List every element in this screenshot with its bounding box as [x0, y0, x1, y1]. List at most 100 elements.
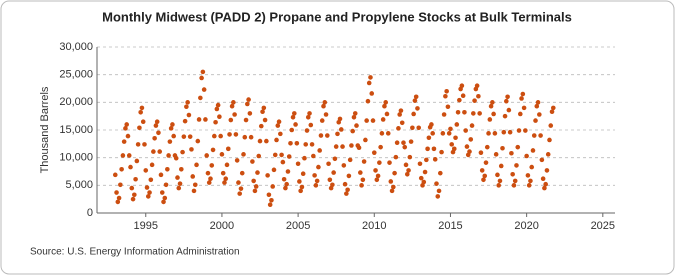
point [481, 177, 486, 183]
point [454, 122, 460, 127]
point [236, 180, 241, 185]
point [162, 195, 168, 201]
point [526, 183, 532, 188]
point [373, 168, 378, 173]
point [242, 134, 248, 140]
point [215, 102, 221, 108]
point [406, 168, 411, 173]
point [271, 167, 277, 173]
point [332, 156, 338, 162]
point [304, 128, 310, 133]
y-tick-label: 0 [87, 207, 93, 219]
point [291, 111, 297, 116]
point [535, 100, 541, 105]
point [457, 97, 462, 103]
point [504, 98, 509, 104]
point [246, 97, 251, 102]
point [151, 149, 156, 154]
point [350, 128, 355, 134]
point [195, 138, 201, 144]
point [528, 178, 533, 184]
point [317, 148, 322, 153]
point [443, 93, 448, 99]
point [222, 180, 227, 185]
point [471, 111, 476, 116]
point [311, 153, 316, 159]
point [460, 93, 466, 98]
point [212, 133, 217, 139]
point [175, 175, 180, 180]
point [510, 171, 515, 177]
point [540, 176, 546, 181]
point [537, 112, 542, 117]
point [305, 114, 311, 120]
point [199, 75, 204, 81]
point [210, 147, 216, 153]
point [313, 183, 319, 188]
point [272, 152, 278, 158]
point [229, 103, 235, 109]
point [135, 142, 141, 147]
point [281, 176, 287, 182]
point [168, 126, 174, 131]
point [285, 169, 291, 174]
point [521, 105, 527, 111]
point [124, 122, 130, 127]
point [279, 152, 284, 158]
point [331, 170, 336, 175]
point [300, 171, 306, 177]
point [351, 114, 357, 120]
point [248, 134, 254, 140]
point [445, 104, 451, 110]
point [498, 163, 504, 169]
point [163, 182, 169, 188]
point [171, 133, 176, 139]
point [446, 131, 452, 136]
point [359, 183, 364, 188]
point [321, 103, 326, 109]
point [533, 118, 538, 123]
point [308, 122, 314, 128]
point [512, 178, 518, 184]
point [209, 163, 215, 168]
point [256, 153, 262, 159]
point [453, 135, 458, 141]
point [322, 100, 328, 105]
point [392, 170, 397, 176]
point [132, 192, 137, 198]
point [413, 94, 419, 100]
point [545, 152, 551, 157]
point [548, 123, 554, 128]
point [213, 119, 218, 125]
point [312, 173, 317, 178]
point [439, 149, 444, 155]
point [487, 117, 493, 122]
point [398, 108, 404, 113]
point [165, 166, 170, 172]
point [203, 117, 208, 122]
point [159, 190, 165, 195]
point [152, 136, 157, 141]
point [514, 163, 519, 168]
point [543, 181, 548, 187]
point [274, 137, 279, 143]
point [402, 144, 408, 150]
point [154, 119, 160, 124]
point [270, 184, 276, 189]
source: Source: U.S. Energy Information Administ… [30, 247, 240, 258]
point [302, 155, 307, 161]
point [407, 154, 413, 160]
point [257, 138, 263, 144]
point [378, 144, 383, 150]
point [161, 199, 166, 205]
point [297, 179, 302, 184]
point [506, 107, 512, 113]
point [225, 146, 231, 152]
point [219, 152, 225, 157]
point [459, 83, 465, 89]
x-tick-label: 2020 [514, 220, 538, 232]
point [144, 185, 150, 190]
point [424, 157, 429, 163]
point [276, 119, 282, 124]
